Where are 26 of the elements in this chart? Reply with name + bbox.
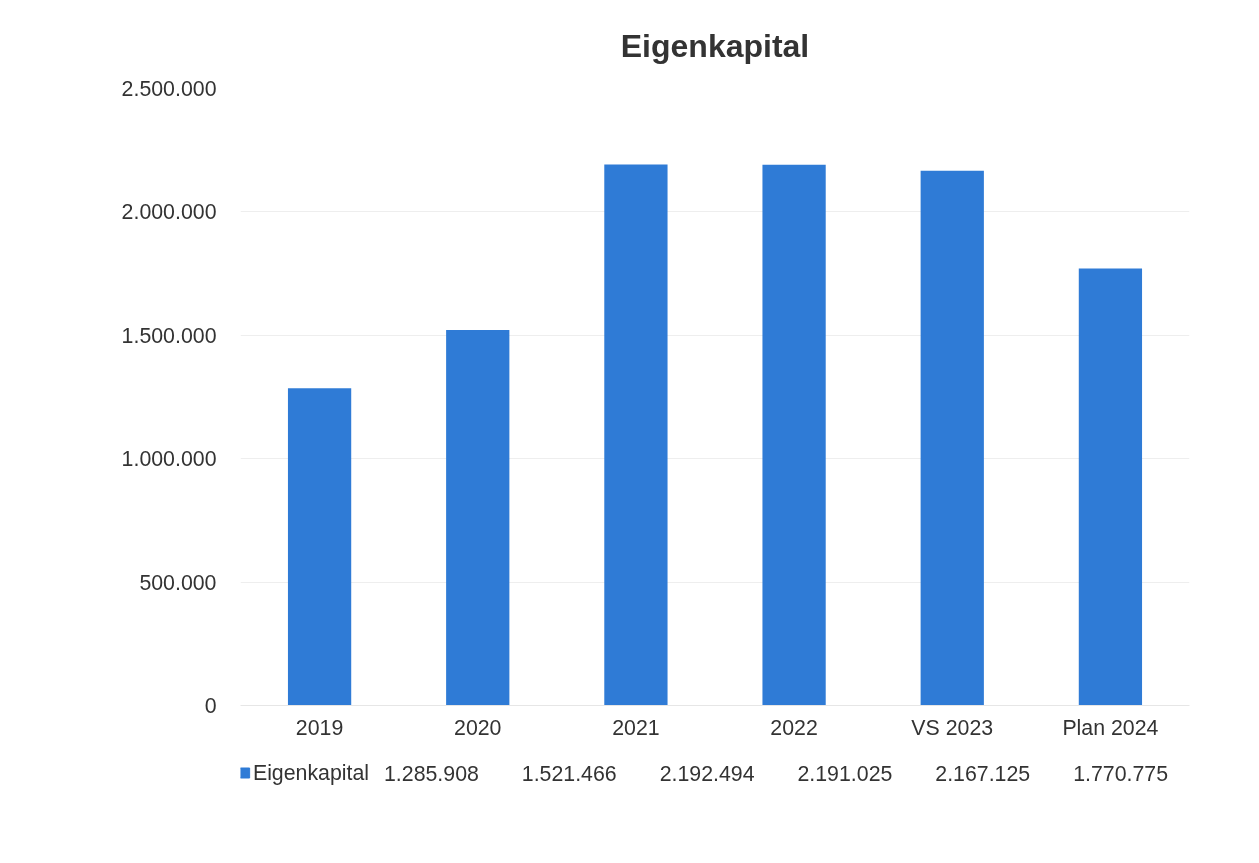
y-tick-label: 2.500.000 (121, 77, 217, 101)
bar (604, 164, 668, 706)
y-tick-label: 1.500.000 (121, 323, 217, 348)
bar (762, 164, 826, 706)
x-tick-label: 2022 (770, 715, 818, 740)
y-tick-label: 500.000 (139, 570, 217, 595)
text: 2.192.494 (659, 761, 755, 786)
x-tick-label: 2021 (612, 715, 660, 740)
text: 1.770.775 (1073, 761, 1169, 786)
y-tick-label: 2.000.000 (121, 200, 217, 225)
x-tick-label: 2019 (295, 715, 344, 740)
x-tick-label: Plan 2024 (1062, 715, 1159, 740)
text: 1.521.466 (521, 761, 617, 786)
bar (446, 330, 510, 706)
chart-title: Eigenkapital (620, 27, 810, 64)
y-tick-label: 1.000.000 (121, 447, 217, 472)
text: 1.285.908 (383, 761, 479, 786)
x-tick-label: VS 2023 (911, 715, 994, 740)
x-tick-label: 2020 (454, 715, 502, 740)
bar (287, 388, 352, 706)
legend-label: Eigenkapital (252, 761, 370, 785)
y-tick-label: 0 (204, 694, 217, 718)
bar (1078, 268, 1143, 706)
bar (920, 170, 984, 706)
text: 2.191.025 (797, 761, 893, 786)
text: 2.167.125 (935, 761, 1031, 786)
